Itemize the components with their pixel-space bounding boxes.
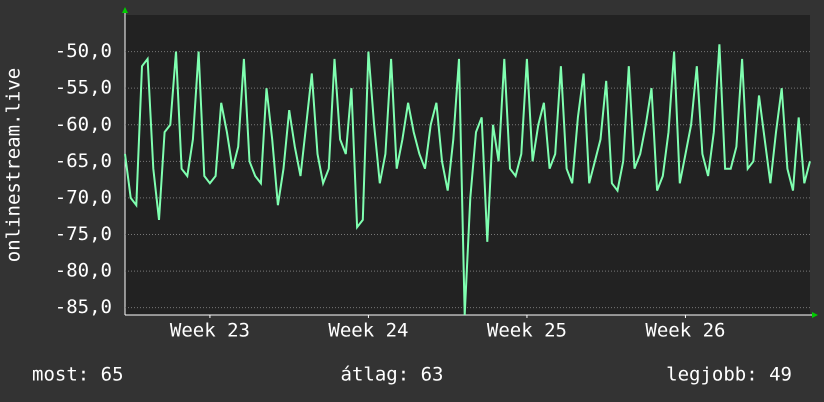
footer-best: legjobb: 49 <box>666 364 792 386</box>
footer-average: átlag: 63 <box>341 364 444 386</box>
x-tick-label: Week 25 <box>487 320 567 342</box>
footer-current: most: 65 <box>32 364 124 386</box>
x-tick-label: Week 24 <box>328 320 408 342</box>
axis-arrow <box>812 312 818 318</box>
y-tick-label: -65,0 <box>55 150 112 172</box>
y-tick-label: -85,0 <box>55 296 112 318</box>
y-tick-label: -55,0 <box>55 77 112 99</box>
y-axis-label: onlinestream.live <box>3 68 25 262</box>
y-tick-label: -80,0 <box>55 260 112 282</box>
y-tick-label: -60,0 <box>55 113 112 135</box>
y-tick-label: -70,0 <box>55 186 112 208</box>
axis-arrow <box>122 7 128 13</box>
x-tick-label: Week 23 <box>170 320 250 342</box>
x-tick-label: Week 26 <box>645 320 725 342</box>
y-tick-label: -75,0 <box>55 223 112 245</box>
y-tick-label: -50,0 <box>55 40 112 62</box>
data-line <box>124 44 811 316</box>
